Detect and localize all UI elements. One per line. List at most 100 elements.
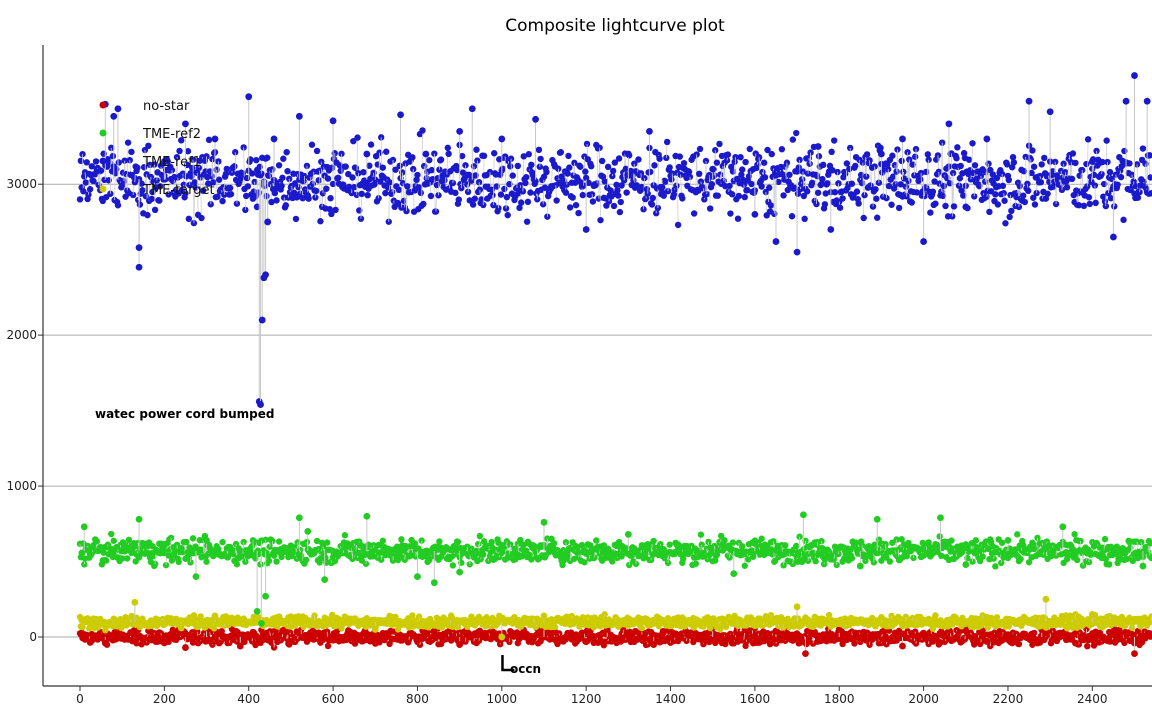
x-tick-label-600: 600 [322,692,345,706]
tme-ref2-point [480,551,487,558]
x-tick-label-2200: 2200 [993,692,1024,706]
tme-target-point [79,623,86,631]
tme-target-datapoint-6 [439,616,447,624]
tme-ref2-point [183,538,190,546]
axis-layer: 0 200 400 600 800 1000 1200 1400 1600 1800 2000 220… [6,45,1152,706]
tme-target-datapoint-2 [211,612,219,620]
tme-target-point [551,623,559,631]
tme-ref2-point [848,555,856,562]
x-tick-label-2400: 2400 [1077,692,1108,706]
tme-target-point [438,624,446,631]
tme-target-datapoint-7 [498,633,506,641]
no-star-point [189,639,197,646]
tme-ref2-point [175,558,182,566]
tme-target-point [638,624,646,632]
tme-ref2-point [436,538,443,545]
series-tme-target [76,595,1152,641]
no-star-point [218,627,225,635]
y-tick-label-0: 0 [29,630,37,644]
tme-ref2-point [812,557,819,565]
tme-ref2-point [476,532,484,540]
tme-ref2-point [739,543,746,550]
no-star-point [416,641,424,648]
series-tme-ref2 [76,511,1152,627]
tme-target-datapoint-8 [540,612,548,620]
no-star-datapoint-22 [1131,650,1138,658]
tme-target-datapoint-4 [329,613,337,621]
no-star-point [1015,640,1023,648]
y-tick-label-2000: 2000 [6,328,37,342]
no-star-datapoint-13 [650,641,658,648]
tme-ref2-point [578,541,586,549]
no-star-datapoint-16 [802,650,809,658]
tme-ref2-point [666,541,673,548]
x-tick-label-2000: 2000 [908,692,939,706]
tme-target-point [563,613,570,620]
tme-ref2-point [275,538,283,545]
tme-ref2-point [793,542,800,550]
tme-target-datapoint-3 [287,623,295,630]
no-star-point [138,641,145,648]
y-tick-label-1000: 1000 [6,479,37,493]
x-tick-label-400: 400 [237,692,260,706]
x-tick-label-1400: 1400 [655,692,686,706]
no-star-point [803,627,811,635]
series-layer [76,72,1152,658]
tme-ref2-point [948,537,955,544]
x-tick-label-1800: 1800 [824,692,855,706]
no-star-datapoint-0 [101,639,109,647]
no-star-point [1030,629,1038,637]
x-tick-label-1000: 1000 [487,692,518,706]
tme-target-datapoint-0 [131,598,139,606]
x-tick-label-800: 800 [406,692,429,706]
tme-ref2-point [886,558,894,565]
tme-ref2-point [233,561,241,568]
tme-target-point [300,623,307,631]
tme-target-datapoint-13 [962,620,970,627]
no-star-datapoint-15 [772,627,780,635]
no-star-datapoint-5 [236,642,244,650]
tme-ref2-point [550,540,558,547]
no-star-point [1116,626,1123,633]
no-star-point [1148,630,1152,638]
no-star-point [1134,627,1142,635]
no-star-point [1084,642,1091,650]
no-star-datapoint-1 [127,629,135,636]
tme-ref2-point [102,557,110,564]
x-tick-label-1200: 1200 [571,692,602,706]
tme-ref2-point [936,533,943,540]
no-star-datapoint-9 [456,641,464,648]
no-star-datapoint-4 [215,639,223,647]
no-star-point [851,640,858,647]
tme-ref2-point [124,555,131,562]
tme-target-datapoint-15 [1088,610,1096,618]
tme-ref2-point [168,557,176,564]
tme-ref2-point [697,531,705,538]
no-star-datapoint-8 [371,636,379,644]
tme-ref2-point [323,539,331,546]
tme-ref2-point [454,538,462,546]
x-tick-label-200: 200 [153,692,176,706]
no-star-point [424,629,431,636]
no-star-datapoint-2 [182,644,189,651]
tme-target-point [210,625,218,632]
tme-target-datapoint-11 [793,603,801,611]
tme-target-datapoint-5 [371,626,379,633]
tme-ref2-point [265,557,273,565]
tme-ref2-point [488,538,495,546]
tme-ref2-point [93,538,101,545]
no-star-datapoint-18 [899,642,906,650]
tme-target-point [197,613,204,620]
tme-ref2-point [341,532,349,539]
y-tick-label-3000: 3000 [6,177,37,191]
tme-target-point [932,612,939,619]
no-star-point [839,640,846,648]
tme-target-datapoint-10 [709,615,717,623]
tme-ref2-point [189,535,197,542]
tme-ref2-point [203,558,210,565]
tme-ref2-point [219,538,226,546]
tme-ref2-point [741,562,748,569]
no-star-datapoint-11 [582,638,590,645]
tme-ref2-point [273,558,280,565]
